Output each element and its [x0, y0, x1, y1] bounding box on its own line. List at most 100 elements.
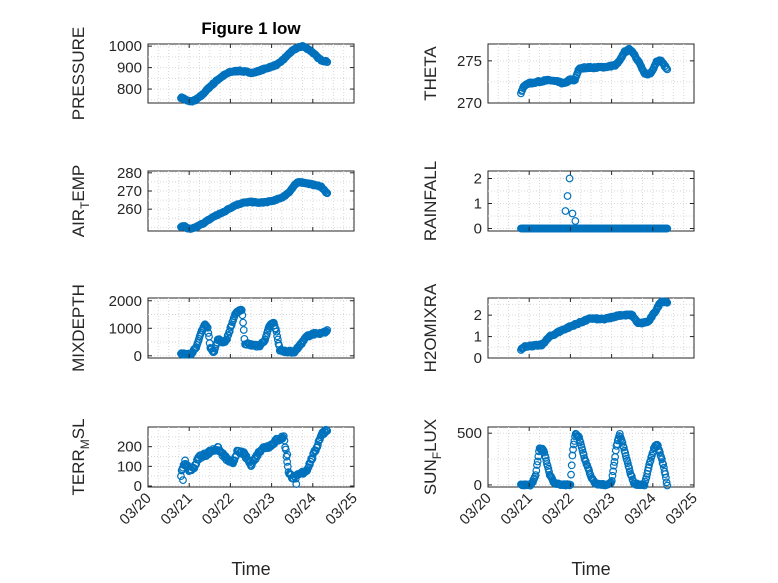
y-axis-label: TERRMSL — [69, 418, 92, 495]
y-axis-label: H2OMIXRA — [421, 283, 440, 372]
data-point — [609, 461, 618, 470]
y-tick-label: 800 — [117, 81, 142, 98]
series-markers — [177, 425, 332, 488]
y-tick-label: 280 — [117, 165, 142, 182]
data-point — [569, 445, 577, 454]
series-markers — [517, 44, 672, 98]
subplot-sunflux: 0 500 03/20 03/21 03/22 03/23 03/24 03/25 SUNFLU… — [421, 419, 701, 579]
data-point — [179, 476, 187, 485]
data-point — [609, 467, 618, 476]
y-tick-label: 0 — [474, 221, 482, 238]
y-tick-label: 0 — [474, 477, 482, 494]
data-point — [653, 441, 662, 450]
y-tick-label: 260 — [117, 201, 142, 218]
subplot-mixdepth: 0 1000 2000 MIXDEPTH — [69, 284, 355, 372]
y-tick-label: 2 — [474, 171, 482, 188]
y-tick-label: 0 — [134, 348, 142, 365]
subplot-theta: 270 275 THETA — [421, 43, 695, 112]
data-point — [561, 207, 570, 215]
y-tick-label: 0 — [134, 478, 142, 495]
series-markers — [517, 429, 672, 490]
data-point — [615, 429, 624, 438]
data-point — [283, 462, 292, 471]
y-axis-label: MIXDEPTH — [69, 284, 88, 372]
grid — [488, 171, 694, 231]
data-point — [663, 224, 672, 233]
data-point — [531, 471, 540, 480]
x-tick-label: 03/20 — [116, 490, 155, 529]
data-point — [238, 311, 247, 320]
x-tick-label: 03/22 — [199, 490, 238, 529]
data-point — [181, 456, 189, 465]
x-axis-label: Time — [231, 559, 270, 579]
data-point — [292, 480, 301, 488]
x-tick-label: 03/25 — [322, 490, 361, 529]
data-point — [239, 326, 248, 334]
series-markers — [177, 42, 332, 106]
x-tick-label: 03/24 — [281, 490, 320, 529]
y-tick-label: 275 — [457, 53, 482, 70]
data-point — [661, 470, 670, 479]
data-point — [273, 332, 282, 341]
y-axis-label: RAINFALL — [421, 161, 440, 241]
y-tick-label: 1000 — [109, 38, 142, 55]
subplot-h2omixra: 0 1 2 H2OMIXRA — [421, 283, 695, 372]
data-point — [542, 457, 551, 465]
data-point — [627, 472, 636, 481]
data-point — [283, 457, 292, 466]
data-point — [223, 335, 231, 344]
data-point — [657, 455, 666, 464]
subplot-pressure: 800 900 1000 PRESSURE Figure 1 low — [69, 19, 355, 120]
series-markers — [177, 177, 332, 233]
data-point — [618, 439, 627, 447]
data-point — [659, 460, 668, 469]
data-point — [323, 326, 332, 334]
y-tick-label: 270 — [457, 95, 482, 112]
chart-title: Figure 1 low — [201, 19, 301, 38]
data-point — [568, 209, 577, 218]
subplot-rainfall: 0 1 2 RAINFALL — [421, 161, 695, 241]
data-point — [644, 464, 653, 472]
data-point — [663, 481, 672, 490]
data-point — [323, 426, 332, 435]
data-point — [532, 466, 541, 475]
data-point — [533, 461, 541, 469]
series-markers — [517, 297, 672, 354]
data-point — [323, 58, 332, 66]
data-point — [204, 329, 213, 337]
y-tick-label: 100 — [117, 458, 142, 475]
data-point — [239, 318, 247, 327]
data-point — [563, 192, 572, 200]
x-tick-label: 03/24 — [621, 490, 660, 529]
data-point — [321, 425, 330, 434]
series-markers — [177, 305, 332, 359]
data-point — [608, 471, 617, 480]
data-point — [571, 217, 580, 225]
data-point — [566, 480, 575, 489]
data-point — [625, 467, 634, 476]
data-point — [655, 448, 664, 457]
data-point — [210, 347, 219, 356]
data-point — [623, 459, 632, 468]
y-axis-label: AIRTEMP — [69, 165, 92, 238]
data-point — [661, 473, 670, 482]
y-tick-label: 1 — [474, 196, 482, 213]
data-point — [237, 306, 246, 315]
y-tick-label: 200 — [117, 439, 142, 456]
data-point — [323, 189, 332, 198]
series-markers — [517, 174, 672, 233]
y-tick-label: 500 — [457, 425, 482, 442]
data-point — [567, 461, 576, 470]
data-point — [203, 323, 212, 332]
data-point — [621, 451, 630, 460]
x-axis-label: Time — [571, 559, 610, 579]
data-point — [619, 443, 628, 452]
y-tick-label: 270 — [117, 183, 142, 200]
data-point — [663, 298, 672, 307]
data-point — [272, 327, 281, 336]
data-point — [279, 432, 288, 441]
y-tick-label: 2000 — [109, 293, 142, 310]
data-point — [565, 174, 574, 183]
data-point — [281, 445, 290, 454]
